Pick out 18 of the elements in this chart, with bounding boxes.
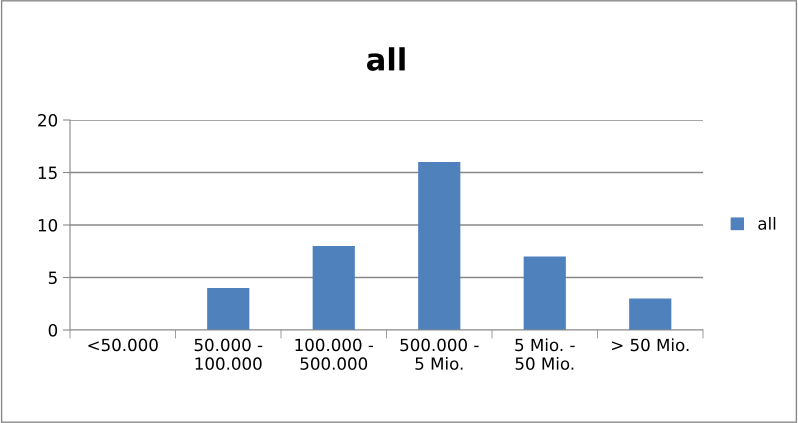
x-tick-label: 50.000 - 100.000 — [194, 338, 262, 370]
bar — [629, 298, 672, 330]
x-tick-label: > 50 Mio. — [612, 338, 688, 352]
x-tick-label: 100.000 - 500.000 — [295, 338, 374, 370]
legend-label: all — [758, 216, 776, 230]
x-tick-label: 500.000 - 5 Mio. — [400, 338, 479, 370]
x-tick-label: <50.000 — [88, 338, 158, 352]
y-tick-label: 15 — [38, 166, 57, 180]
chart-title: all — [367, 47, 405, 71]
bar — [207, 288, 250, 330]
x-tick-label: 5 Mio. - 50 Mio. — [515, 338, 575, 370]
y-tick-label: 5 — [48, 272, 57, 284]
y-tick-label: 20 — [38, 114, 58, 127]
y-tick-label: 10 — [38, 218, 58, 232]
bar — [312, 246, 355, 330]
bar — [418, 162, 460, 330]
bar — [524, 256, 566, 330]
y-tick-label: 0 — [48, 324, 58, 337]
